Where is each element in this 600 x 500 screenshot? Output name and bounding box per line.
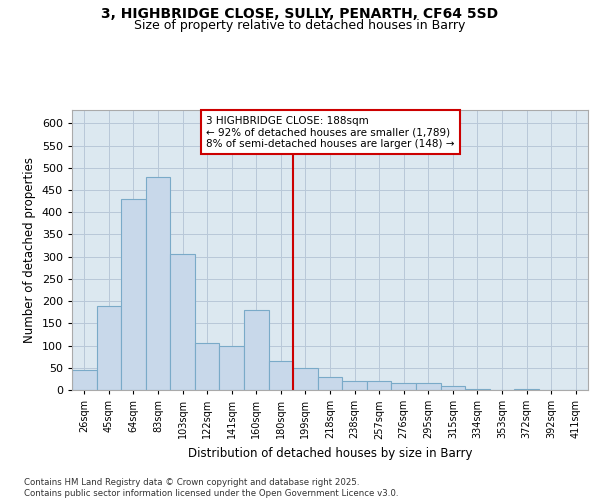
Bar — [220, 346, 244, 390]
Bar — [342, 381, 367, 390]
Y-axis label: Number of detached properties: Number of detached properties — [23, 157, 36, 343]
Bar — [367, 381, 391, 390]
Bar — [170, 254, 195, 390]
Bar — [318, 376, 342, 390]
Bar — [416, 384, 440, 390]
Bar — [195, 344, 220, 390]
Bar — [391, 384, 416, 390]
Bar — [72, 370, 97, 390]
Bar — [269, 361, 293, 390]
Text: 3, HIGHBRIDGE CLOSE, SULLY, PENARTH, CF64 5SD: 3, HIGHBRIDGE CLOSE, SULLY, PENARTH, CF6… — [101, 8, 499, 22]
Text: 3 HIGHBRIDGE CLOSE: 188sqm
← 92% of detached houses are smaller (1,789)
8% of se: 3 HIGHBRIDGE CLOSE: 188sqm ← 92% of deta… — [206, 116, 455, 149]
Bar — [293, 368, 318, 390]
Text: Contains HM Land Registry data © Crown copyright and database right 2025.
Contai: Contains HM Land Registry data © Crown c… — [24, 478, 398, 498]
Bar — [121, 199, 146, 390]
Bar — [440, 386, 465, 390]
Bar — [244, 310, 269, 390]
Text: Size of property relative to detached houses in Barry: Size of property relative to detached ho… — [134, 19, 466, 32]
Bar — [146, 176, 170, 390]
X-axis label: Distribution of detached houses by size in Barry: Distribution of detached houses by size … — [188, 447, 472, 460]
Bar — [514, 388, 539, 390]
Bar — [465, 388, 490, 390]
Bar — [97, 306, 121, 390]
